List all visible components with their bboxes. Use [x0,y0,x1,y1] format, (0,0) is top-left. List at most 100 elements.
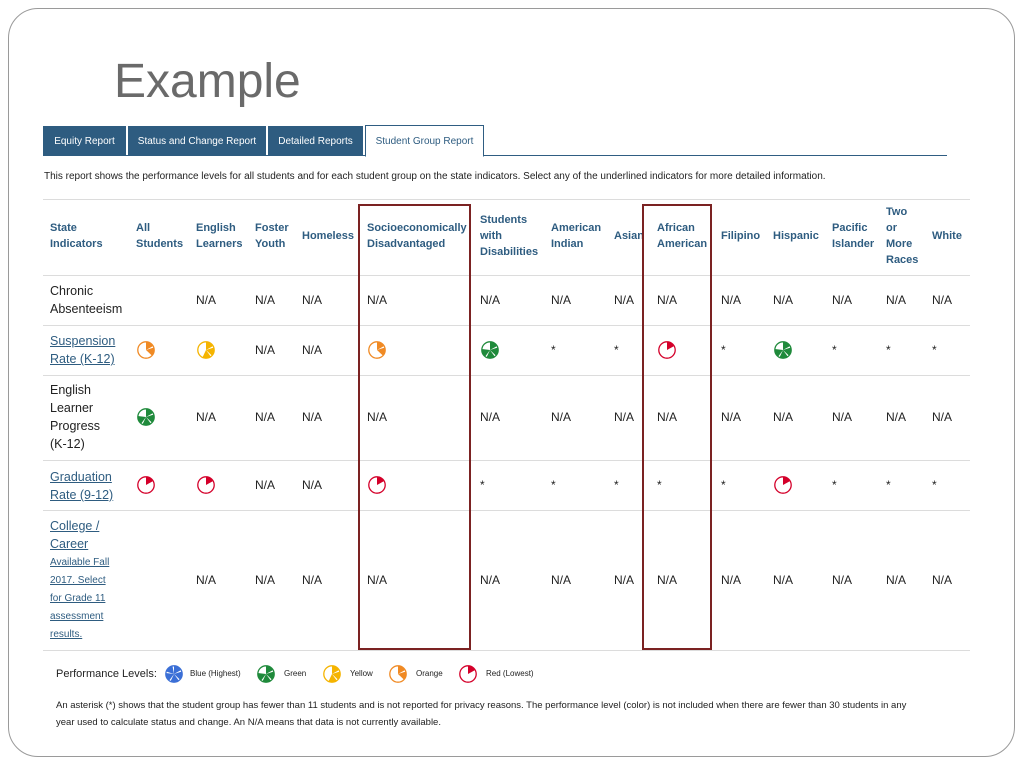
performance-level-icon[interactable] [367,475,387,495]
performance-level-icon[interactable] [773,475,793,495]
column-header-line: African [657,222,695,234]
column-header-african-american: African American [657,220,707,252]
row-divider [43,325,970,326]
na-value: N/A [255,573,276,587]
row-label-line: Rate (K-12) [50,352,115,366]
link-graduation-rate[interactable]: Graduation Rate (9-12) [50,468,113,504]
performance-level-icon[interactable] [136,340,156,360]
na-value: N/A [480,573,501,587]
suppressed-value: * [721,478,726,492]
na-value: N/A [614,410,635,424]
na-value: N/A [196,573,217,587]
table-border [43,650,970,651]
na-value: N/A [302,573,323,587]
column-header-line: Islander [832,238,875,250]
performance-level-icon[interactable] [657,340,677,360]
suppressed-value: * [932,343,937,357]
footnote: An asterisk (*) shows that the student g… [56,700,907,728]
column-header-line: Two [886,206,908,218]
column-header-state-indicators: State Indicators [50,220,103,252]
column-header-all-students: All Students [136,220,183,252]
column-header-line: Homeless [302,230,354,242]
na-value: N/A [932,573,953,587]
performance-level-icon[interactable] [480,340,500,360]
row-label-chronic-absenteeism: Chronic Absenteeism [50,282,122,318]
intro-text: This report shows the performance levels… [44,171,826,182]
yellow-performance-icon [323,665,341,683]
red-performance-icon [197,476,215,494]
row-divider [43,510,970,511]
row-label-line: English [50,383,91,397]
na-value: N/A [302,343,323,357]
column-header-line: Socioeconomically [367,222,467,234]
suppressed-value: * [832,343,837,357]
red-performance-icon [774,476,792,494]
table-border [43,199,970,200]
suppressed-value: * [886,343,891,357]
note-line: 2017. Select [50,575,106,586]
suppressed-value: * [551,343,556,357]
row-label-line: Absenteeism [50,302,123,316]
legend-orange-icon [388,664,408,684]
na-value: N/A [614,293,635,307]
column-header-line: Foster [255,222,289,234]
column-header-line: White [932,230,962,242]
na-value: N/A [886,293,907,307]
na-value: N/A [657,293,678,307]
blue-performance-icon [165,665,183,683]
na-value: N/A [196,410,217,424]
na-value: N/A [773,293,794,307]
highlight-box-african-american [642,204,712,650]
row-label-line: Rate (9-12) [50,488,114,502]
tab-equity-report[interactable]: Equity Report [43,126,126,156]
na-value: N/A [367,410,388,424]
performance-level-icon[interactable] [773,340,793,360]
link-suspension-rate[interactable]: Suspension Rate (K-12) [50,332,115,368]
na-value: N/A [832,573,853,587]
performance-level-icon[interactable] [196,340,216,360]
column-header-pacific-islander: Pacific Islander [832,220,874,252]
tab-status-and-change-report[interactable]: Status and Change Report [128,126,266,156]
green-performance-icon [774,341,792,359]
column-header-socioeconomically: Socioeconomically Disadvantaged [367,220,467,252]
na-value: N/A [255,343,276,357]
link-college-career[interactable]: College / Career [50,517,99,553]
na-value: N/A [832,293,853,307]
row-label-line: Graduation [50,470,112,484]
suppressed-value: * [886,478,891,492]
column-header-line: State [50,222,77,234]
note-line: results. [50,629,83,640]
column-header-filipino: Filipino [721,228,760,244]
legend-title: Performance Levels: [56,668,157,680]
row-divider [43,375,970,376]
green-performance-icon [257,665,275,683]
column-header-line: Races [886,254,919,266]
performance-level-icon[interactable] [367,340,387,360]
column-header-line: Disadvantaged [367,238,446,250]
note-line: assessment [50,611,104,622]
na-value: N/A [721,410,742,424]
link-college-career-note[interactable]: Available Fall 2017. Select for Grade 11… [50,554,109,644]
report-tabs: Equity Report Status and Change Report D… [43,125,947,157]
performance-level-icon[interactable] [196,475,216,495]
legend-label: Green [284,669,307,678]
na-value: N/A [773,410,794,424]
performance-level-icon[interactable] [136,475,156,495]
tab-student-group-report[interactable]: Student Group Report [365,125,484,157]
green-performance-icon [137,408,155,426]
tab-detailed-reports[interactable]: Detailed Reports [268,126,363,156]
column-header-line: Students [136,238,184,250]
suppressed-value: * [832,478,837,492]
row-label-line: Chronic [50,284,94,298]
na-value: N/A [255,410,276,424]
column-header-english-learners: English Learners [196,220,242,252]
red-performance-icon [658,341,676,359]
column-header-line: Learners [196,238,243,250]
performance-level-icon[interactable] [136,407,156,427]
row-label-line: Learner [50,401,94,415]
na-value: N/A [480,410,501,424]
legend-label: Yellow [350,669,373,678]
row-label-line: Progress [50,419,101,433]
column-header-line: American [551,222,602,234]
na-value: N/A [480,293,501,307]
